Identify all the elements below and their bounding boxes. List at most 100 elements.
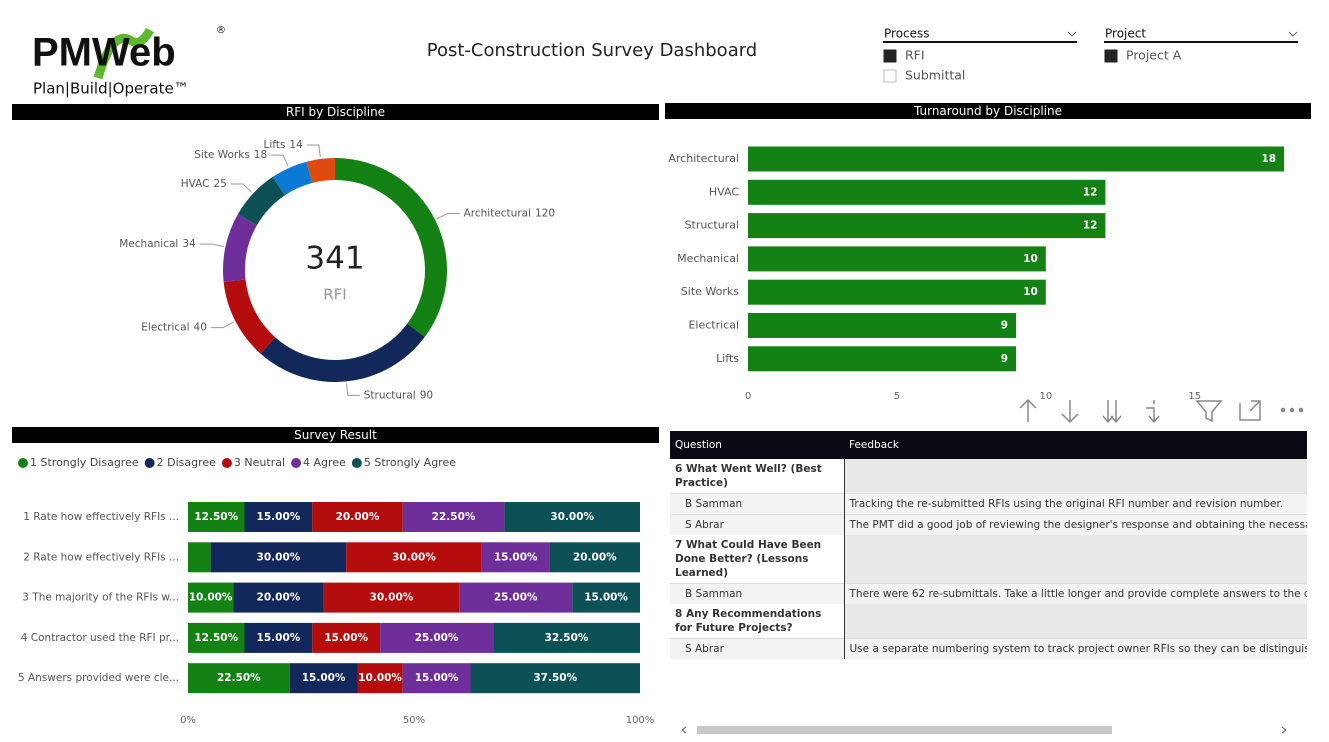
donut-label: Lifts 14 <box>264 139 304 151</box>
bar-segment <box>244 622 313 653</box>
donut-label: Electrical 40 <box>141 322 207 334</box>
bar <box>748 146 1285 172</box>
filter-option[interactable]: Project A <box>1126 48 1182 63</box>
bar-segment <box>188 663 290 694</box>
legend-label: 4 Agree <box>303 456 346 469</box>
category-name: Lifts <box>264 139 286 151</box>
filter-chevron <box>1288 31 1298 37</box>
bar-segment <box>312 502 403 532</box>
filter-option[interactable]: Submittal <box>905 68 965 83</box>
segment-label: 12.50% <box>194 632 238 644</box>
bar-segment <box>210 542 347 573</box>
bar <box>748 313 1017 338</box>
segment-label: 12.50% <box>194 511 238 523</box>
bar-segment <box>402 502 505 532</box>
segment-label: 25.00% <box>494 592 538 604</box>
x-tick-label: 10 <box>1039 391 1052 402</box>
respondent: S Abrar <box>670 638 845 659</box>
segment-label: 25.00% <box>415 632 459 644</box>
response-row: B Samman There were 62 re-submittals. Tak… <box>670 583 1307 604</box>
respondent: B Samman <box>670 493 845 515</box>
group-row: 6 What Went Well? (Best Practice) <box>670 459 1307 494</box>
donut-label: Site Works 18 <box>194 149 267 161</box>
filter-chevron <box>1067 31 1077 37</box>
section-title: Turnaround by Discipline <box>913 104 1062 118</box>
question: 7 What Could Have Been Done Better? (Les… <box>670 535 845 584</box>
category-label: 2 Rate how effectively RFIs ... <box>23 551 179 563</box>
category-value: 40 <box>194 322 207 334</box>
legend-label: 5 Strongly Agree <box>364 456 456 469</box>
legend-label: 1 Strongly Disagree <box>30 456 139 469</box>
donut-segment <box>223 279 276 354</box>
donut-label: Architectural 120 <box>464 207 555 219</box>
category-value: 34 <box>182 238 196 250</box>
legend-marker <box>351 458 362 468</box>
donut-segment <box>306 158 335 183</box>
x-tick-label: 0% <box>180 715 196 726</box>
logo: PMWeb <box>32 31 176 75</box>
column-header: Feedback <box>844 431 1307 459</box>
bar-segment <box>188 622 245 653</box>
column-header: Question <box>670 431 844 459</box>
segment-label: 22.50% <box>432 511 476 523</box>
category-name: Mechanical <box>119 238 178 250</box>
leader-line <box>306 144 321 158</box>
filter-label: Process <box>884 27 930 41</box>
section-title: Survey Result <box>294 428 377 442</box>
group-feedback <box>844 459 1307 494</box>
bar-value: 12 <box>1083 186 1098 198</box>
leader-line <box>199 243 224 248</box>
donut-label: HVAC 25 <box>181 178 227 190</box>
category-name: Electrical <box>141 322 189 334</box>
visual-toolbar[interactable] <box>1019 398 1304 424</box>
bar-segment <box>289 663 358 694</box>
bar-segment <box>233 582 324 613</box>
bar-value: 12 <box>1083 220 1098 232</box>
feedback: Tracking the re-submitted RFIs using the… <box>844 493 1307 515</box>
respondent: B Samman <box>670 583 845 604</box>
bar-segment <box>459 582 573 613</box>
category-value: 25 <box>214 178 227 190</box>
bar-segment <box>572 582 640 613</box>
section-header <box>12 104 659 120</box>
question: 6 What Went Well? (Best Practice) <box>670 459 845 494</box>
bar-segment <box>188 582 234 613</box>
segment-label: 37.50% <box>533 672 577 684</box>
filter-checkbox[interactable] <box>1104 49 1118 63</box>
segment-label: 15.00% <box>257 632 301 644</box>
filter-header[interactable] <box>883 27 1077 42</box>
leader-line <box>436 212 460 220</box>
segment-label: 10.00% <box>189 592 233 604</box>
segment-label: 20.00% <box>257 592 301 604</box>
center-label: RFI <box>323 286 346 304</box>
bar-segment <box>493 622 640 653</box>
category-label: 3 The majority of the RFIs w... <box>22 592 179 604</box>
bar <box>748 179 1106 205</box>
scrollbar-thumb[interactable] <box>697 726 1112 734</box>
segment-label: 10.00% <box>358 672 402 684</box>
category-label: Site Works <box>681 285 739 298</box>
category-label: Electrical <box>688 319 739 332</box>
segment-label: 20.00% <box>336 511 380 523</box>
bar-value: 10 <box>1023 253 1038 265</box>
donut-segment <box>223 214 257 282</box>
donut-segment <box>237 176 285 226</box>
x-tick-label: 100% <box>626 715 655 726</box>
filter-checkbox[interactable] <box>883 69 897 83</box>
category-name: Structural <box>364 389 416 401</box>
filter-header[interactable] <box>1104 27 1298 42</box>
group-row: 8 Any Recommendations for Future Project… <box>670 604 1307 639</box>
segment-label: 15.00% <box>494 551 538 563</box>
bar-segment <box>357 663 403 694</box>
scroll-arrows[interactable] <box>681 726 1287 734</box>
filter-option[interactable]: RFI <box>905 48 925 63</box>
category-name: Site Works <box>194 149 250 161</box>
donut-segment <box>335 158 448 337</box>
question: 8 Any Recommendations for Future Project… <box>670 604 845 639</box>
bar-segment <box>346 542 482 573</box>
bar <box>748 213 1106 239</box>
filter-checkbox[interactable] <box>883 49 897 63</box>
category-label: Architectural <box>668 152 739 165</box>
legend-marker <box>18 458 28 468</box>
